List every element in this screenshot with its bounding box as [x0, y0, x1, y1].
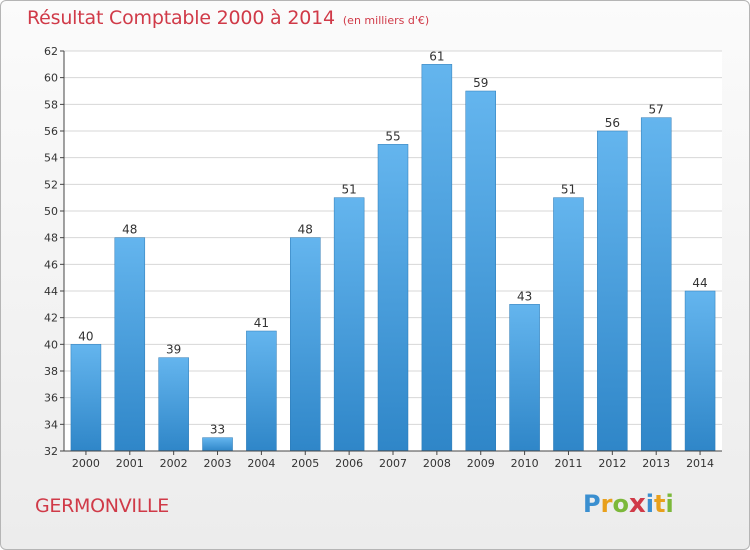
x-tick-label: 2003	[204, 457, 232, 470]
bar-2009	[465, 90, 496, 452]
bar-value-label: 61	[429, 49, 444, 63]
commune-name: GERMONVILLE	[35, 495, 169, 517]
bar-2014	[684, 290, 716, 452]
bar-2002	[158, 357, 189, 452]
bar-2013	[640, 117, 672, 452]
y-tick-label: 34	[44, 418, 58, 431]
bar-2012	[597, 130, 628, 452]
y-tick-label: 46	[44, 258, 58, 271]
bar-2000	[70, 344, 102, 452]
bar-2010	[509, 304, 540, 452]
chart-title-block: Résultat Comptable 2000 à 2014 (en millie…	[27, 7, 429, 29]
bar-2011	[553, 197, 584, 452]
bar-value-label: 51	[561, 183, 576, 197]
logo-letter: P	[583, 490, 601, 518]
x-tick-label: 2001	[116, 457, 144, 470]
x-tick-label: 2013	[642, 457, 670, 470]
y-tick-label: 58	[44, 98, 58, 111]
y-tick-label: 54	[44, 152, 58, 165]
x-tick-label: 2011	[554, 457, 582, 470]
y-tick-label: 52	[44, 178, 58, 191]
x-tick-label: 2004	[247, 457, 275, 470]
logo-letter: t	[653, 490, 666, 518]
bar-value-label: 44	[692, 276, 707, 290]
bar-value-label: 48	[122, 223, 137, 237]
bar-2008	[421, 64, 453, 452]
bar-value-label: 40	[78, 329, 93, 343]
y-tick-label: 56	[44, 125, 58, 138]
bar-2007	[377, 144, 409, 452]
y-tick-label: 38	[44, 365, 58, 378]
bar-value-label: 51	[341, 183, 356, 197]
y-tick-label: 42	[44, 312, 58, 325]
bar-value-label: 57	[649, 103, 664, 117]
x-tick-label: 2009	[467, 457, 495, 470]
bar-value-label: 59	[473, 76, 488, 90]
bar-value-label: 48	[298, 223, 313, 237]
y-tick-label: 62	[44, 45, 58, 58]
chart-title: Résultat Comptable 2000 à 2014	[27, 7, 335, 29]
proxiti-logo: Proxiti	[583, 489, 674, 519]
bar-value-label: 55	[385, 129, 400, 143]
x-tick-label: 2002	[160, 457, 188, 470]
x-tick-label: 2007	[379, 457, 407, 470]
bar-value-label: 43	[517, 289, 532, 303]
bar-value-label: 41	[254, 316, 269, 330]
y-tick-label: 32	[44, 445, 58, 458]
y-tick-label: 48	[44, 232, 58, 245]
x-tick-label: 2012	[598, 457, 626, 470]
bar-value-label: 56	[605, 116, 620, 130]
logo-letter: i	[665, 490, 674, 518]
y-tick-label: 60	[44, 72, 58, 85]
x-tick-label: 2000	[72, 457, 100, 470]
bar-2006	[333, 197, 365, 452]
logo-letter: i	[645, 490, 654, 518]
logo-letter: x	[628, 489, 646, 519]
chart-unit: (en milliers d'€)	[342, 14, 430, 27]
bar-2005	[290, 237, 321, 452]
bar-value-label: 33	[210, 423, 225, 437]
x-tick-label: 2005	[291, 457, 319, 470]
y-tick-label: 36	[44, 392, 58, 405]
x-tick-label: 2014	[686, 457, 714, 470]
y-tick-label: 44	[44, 285, 58, 298]
bar-2003	[202, 437, 233, 452]
x-tick-label: 2006	[335, 457, 363, 470]
y-tick-label: 50	[44, 205, 58, 218]
bar-value-label: 39	[166, 343, 181, 357]
y-tick-label: 40	[44, 338, 58, 351]
x-tick-label: 2010	[511, 457, 539, 470]
x-tick-label: 2008	[423, 457, 451, 470]
bar-2001	[114, 237, 146, 452]
bar-2004	[246, 330, 277, 452]
logo-letter: r	[600, 490, 613, 518]
logo-letter: o	[612, 490, 629, 518]
